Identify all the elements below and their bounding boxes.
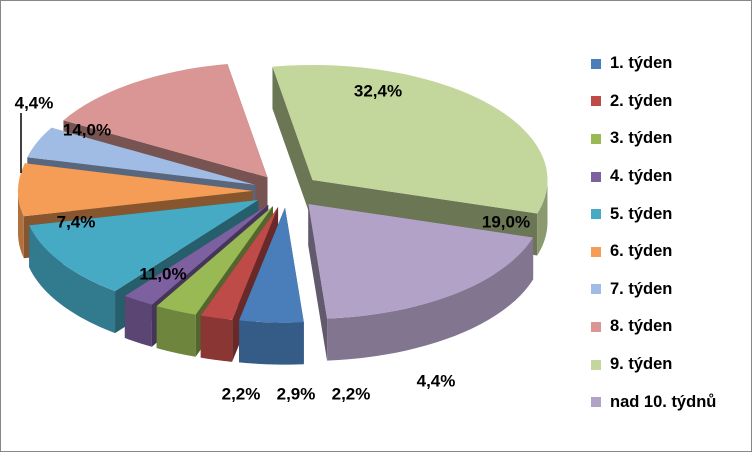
legend-label: 2. týden [610, 91, 673, 110]
legend-item-7-tyden: 7. týden [591, 271, 747, 309]
data-label-3-tyden: 2,9% [277, 384, 316, 403]
slice-wall-nad-10-tydnu-0 [327, 237, 534, 361]
legend-item-9-tyden: 9. týden [591, 346, 747, 384]
slice-top-8-tyden [63, 64, 268, 178]
data-label-2-tyden: 2,2% [332, 384, 371, 403]
legend-swatch [591, 284, 601, 295]
legend-swatch [591, 58, 601, 69]
slice-nad-10-tydnu [308, 203, 534, 361]
chart-legend: 1. týden 2. týden 3. týden 4. týden 5. týden… [591, 45, 747, 421]
slice-side-9-tyden-0 [272, 66, 313, 222]
legend-item-4-tyden: 4. týden [591, 158, 747, 196]
legend-label: 3. týden [610, 129, 673, 148]
slice-top-4-tyden [124, 204, 269, 305]
data-label-9-tyden: 32,4% [354, 81, 402, 100]
legend-item-5-tyden: 5. týden [591, 195, 747, 233]
slice-top-2-tyden [200, 207, 279, 320]
slice-top-3-tyden [156, 206, 273, 315]
slice-wall-3-tyden-0 [156, 306, 196, 357]
legend-swatch [591, 359, 601, 370]
slice-wall-9-tyden-0 [537, 179, 548, 256]
legend-item-1-tyden: 1. týden [591, 45, 747, 83]
slice-wall-2-tyden-0 [200, 315, 233, 362]
slice-wall-4-tyden-0 [124, 295, 152, 347]
slice-top-nad-10-tydnu [308, 203, 534, 319]
data-label-4-tyden: 2,2% [222, 384, 261, 403]
slice-wall-1-tyden-0 [239, 320, 304, 365]
legend-swatch [591, 246, 601, 257]
legend-swatch [591, 96, 601, 107]
data-label-7-tyden: 4,4% [15, 93, 54, 112]
legend-label: 7. týden [610, 279, 673, 298]
slice-top-7-tyden [27, 127, 256, 185]
legend-item-nad-10-tydnu: nad 10. týdnů [591, 383, 747, 421]
legend-label: nad 10. týdnů [610, 392, 717, 411]
slice-wall-6-tyden-0 [18, 190, 24, 259]
legend-label: 6. týden [610, 242, 673, 261]
legend-label: 8. týden [610, 317, 673, 336]
legend-label: 4. týden [610, 167, 673, 186]
legend-label: 9. týden [610, 355, 673, 374]
legend-item-2-tyden: 2. týden [591, 83, 747, 121]
slice-top-6-tyden [18, 163, 254, 217]
slice-wall-5-tyden-0 [29, 225, 116, 334]
data-label-1-tyden: 4,4% [417, 371, 456, 390]
legend-swatch [591, 209, 601, 220]
legend-item-8-tyden: 8. týden [591, 308, 747, 346]
slice-top-1-tyden [239, 207, 304, 323]
legend-swatch [591, 171, 601, 182]
legend-label: 5. týden [610, 204, 673, 223]
legend-swatch [591, 397, 601, 408]
data-label-6-tyden: 7,4% [57, 212, 96, 231]
slice-top-5-tyden [29, 199, 259, 292]
slice-top-9-tyden [272, 64, 548, 214]
legend-item-6-tyden: 6. týden [591, 233, 747, 271]
slice-side-nad-10-tydnu-1 [308, 203, 328, 361]
legend-swatch [591, 133, 601, 144]
slice-1-tyden [239, 207, 304, 365]
data-label-5-tyden: 11,0% [139, 264, 186, 283]
data-label-nad-10-tydnu: 19,0% [482, 212, 530, 231]
legend-item-3-tyden: 3. týden [591, 120, 747, 158]
data-label-8-tyden: 14,0% [63, 120, 111, 139]
legend-label: 1. týden [610, 54, 673, 73]
legend-swatch [591, 321, 601, 332]
pie-chart: 4,4% 2,2% 2,9% 2,2% 11,0% 7,4% 4,4% 14,0% 32,4% 1… [15, 64, 548, 403]
